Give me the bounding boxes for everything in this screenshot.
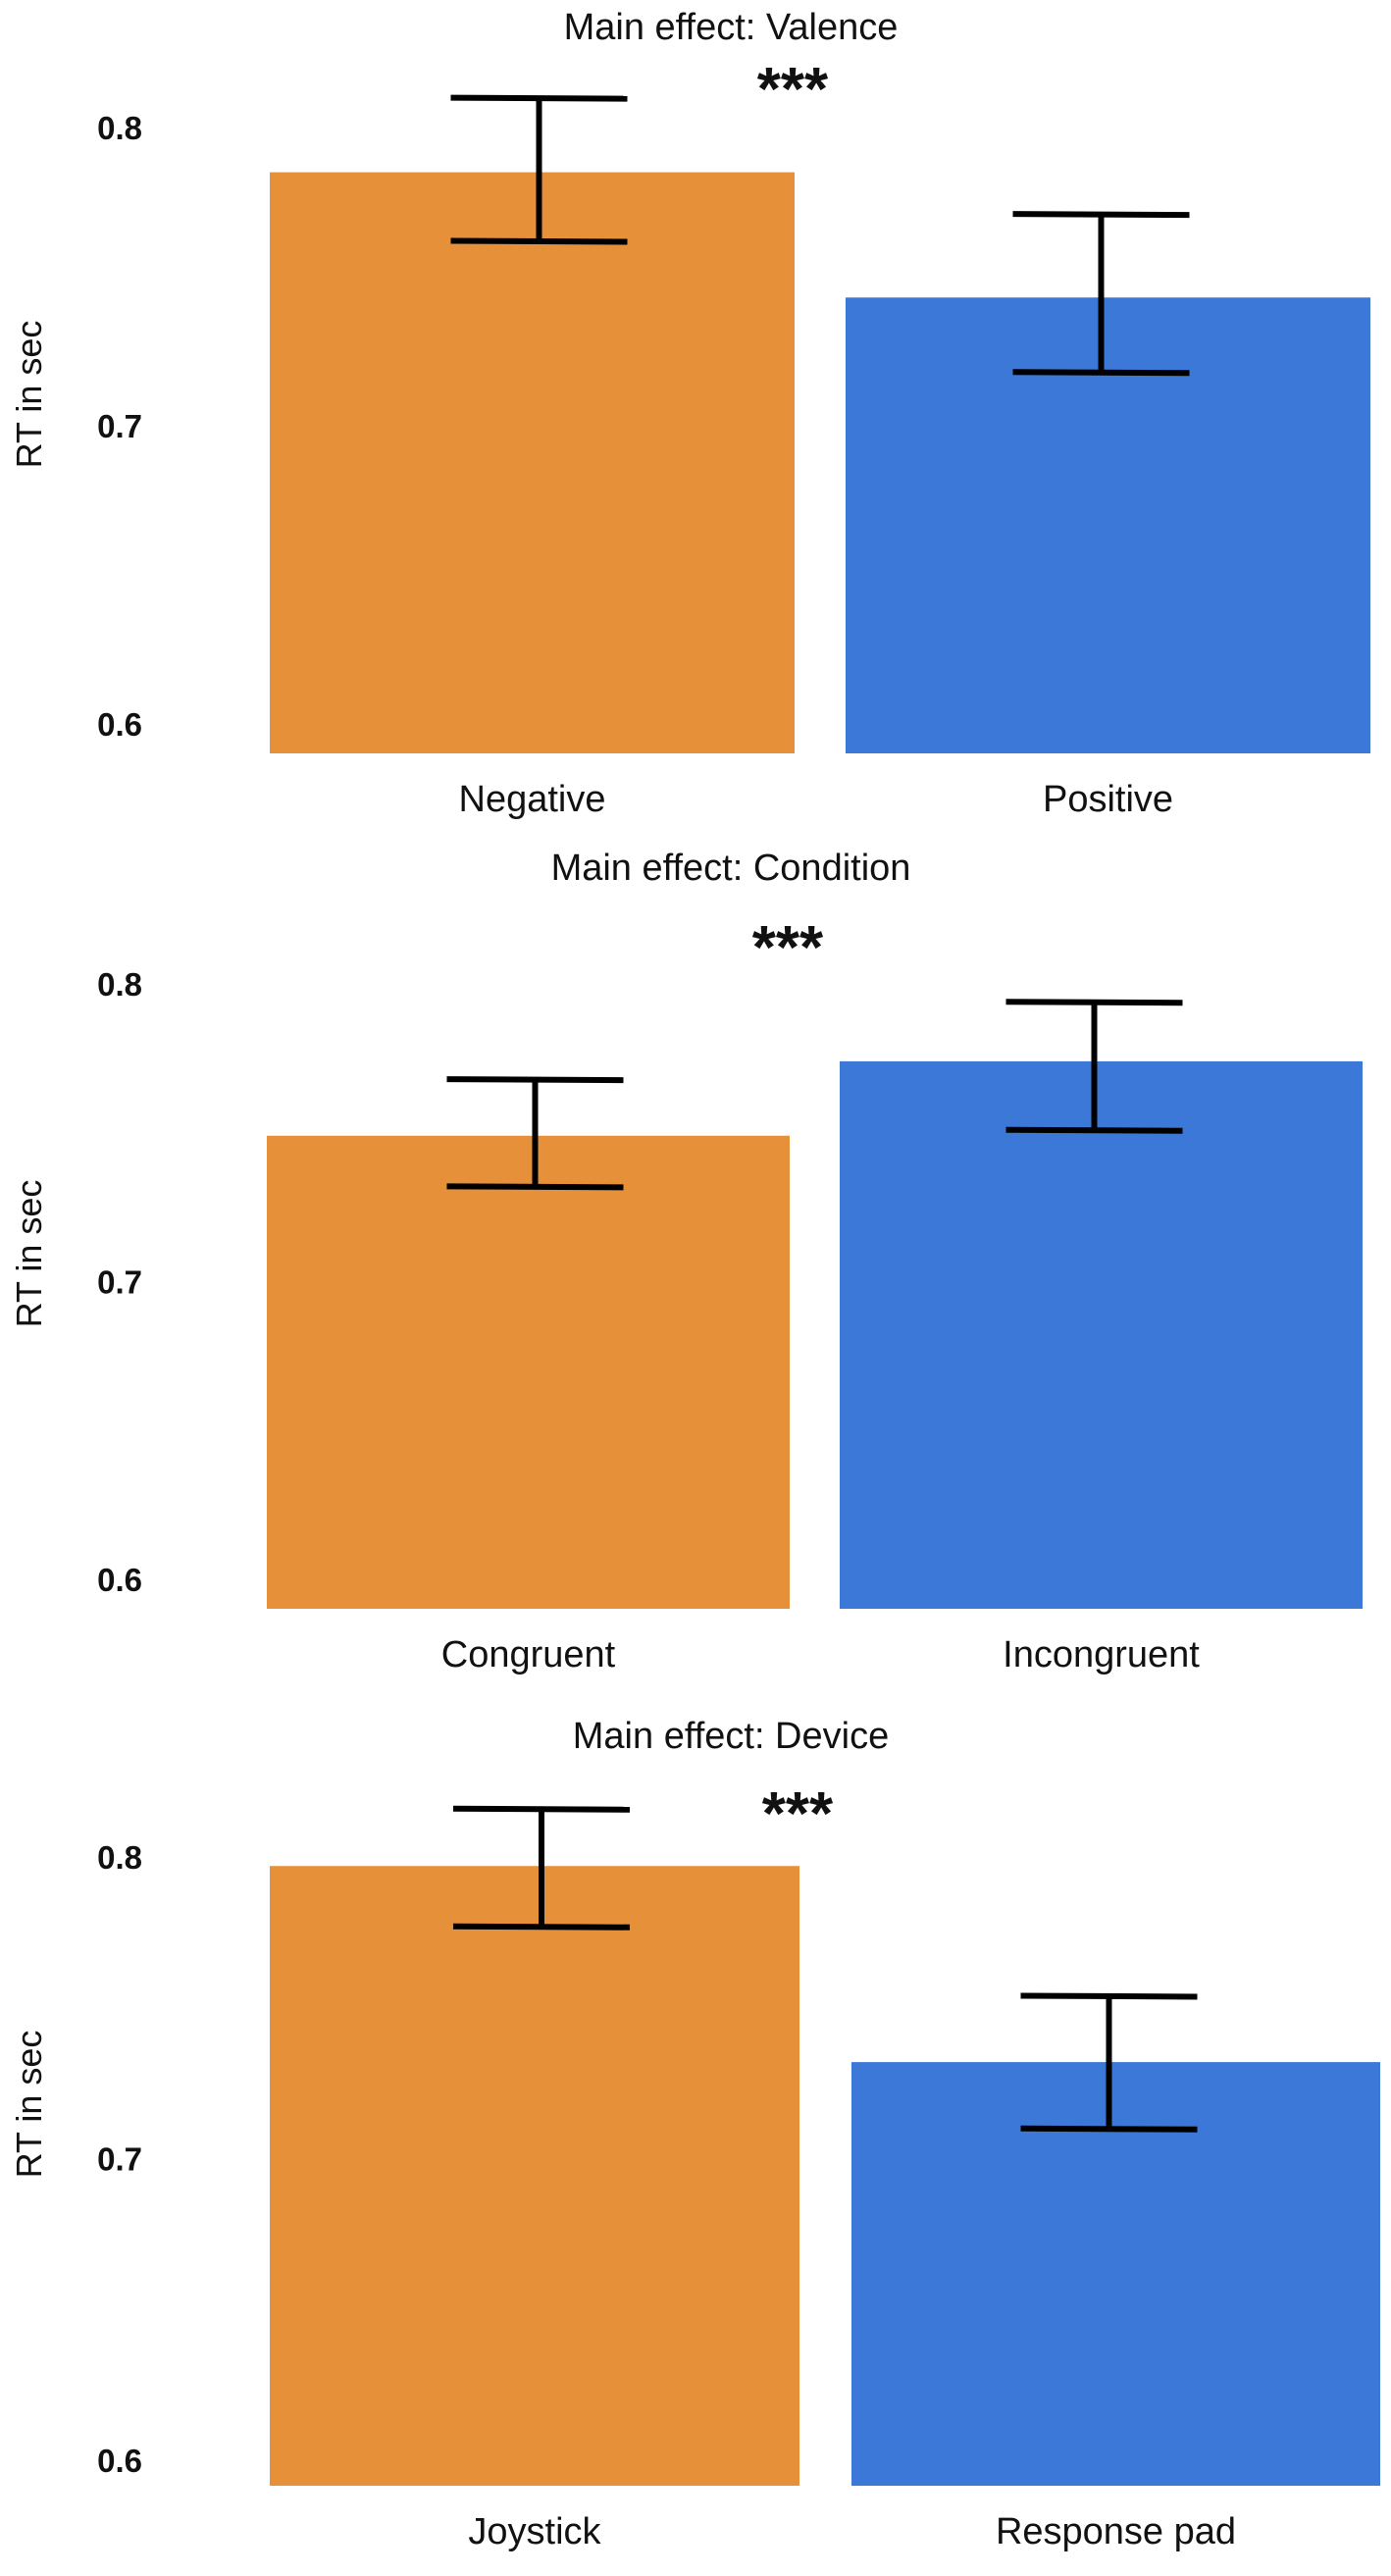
bar-response-pad [851,2062,1380,2486]
y-tick-label: 0.7 [97,1264,142,1301]
y-tick-label: 0.8 [97,966,142,1003]
bar-incongruent [840,1060,1363,1609]
y-tick-label: 0.8 [97,1839,142,1876]
error-bar [1005,999,1183,1134]
x-tick-label: Positive [1043,779,1173,820]
bar-joystick [270,1866,799,2486]
bar-negative [270,172,795,754]
chart-panel-2: Main effect: Condition RT in sec 0.8 0.7 0.6… [9,848,1363,1675]
error-bar-cap-bottom [450,237,628,245]
error-bar [446,1076,624,1191]
chart-panel-3: Main effect: Device RT in sec 0.8 0.7 0.6 Joy… [9,1716,1380,2552]
error-bar-cap-bottom [1005,1126,1183,1134]
x-tick-label: Incongruent [1003,1634,1200,1675]
y-tick-label: 0.8 [97,110,142,146]
x-tick-label: Congruent [441,1634,616,1675]
error-bar-cap-bottom [1020,2125,1198,2133]
chart-title: Main effect: Device [573,1716,889,1757]
chart-title: Main effect: Condition [551,848,911,889]
significance-marker: *** [757,56,829,124]
y-axis-label: RT in sec [9,321,49,469]
y-tick-label: 0.6 [97,2443,142,2479]
error-bar [1012,211,1190,377]
error-bar [1020,1992,1198,2133]
x-tick-label: Negative [459,779,606,820]
bar-positive [846,297,1370,753]
y-axis-label: RT in sec [9,2031,49,2179]
y-tick-label: 0.7 [97,2141,142,2178]
x-tick-label: Joystick [468,2511,601,2552]
chart-panel-1: Main effect: Valence RT in sec 0.8 0.7 0.6 Ne… [9,7,1370,820]
error-bar-cap-bottom [1012,369,1190,377]
y-tick-label: 0.6 [97,706,142,743]
error-bar [450,94,628,245]
significance-marker: *** [762,1780,834,1848]
y-tick-label: 0.6 [97,1562,142,1598]
chart-title: Main effect: Valence [564,7,899,48]
error-bar-cap-bottom [452,1923,631,1931]
error-bar [452,1805,631,1931]
x-tick-label: Response pad [996,2511,1236,2552]
y-axis-label: RT in sec [9,1180,49,1328]
error-bar-cap-bottom [446,1183,624,1191]
y-tick-label: 0.7 [97,408,142,444]
bar-congruent [267,1135,790,1609]
significance-marker: *** [752,914,824,982]
